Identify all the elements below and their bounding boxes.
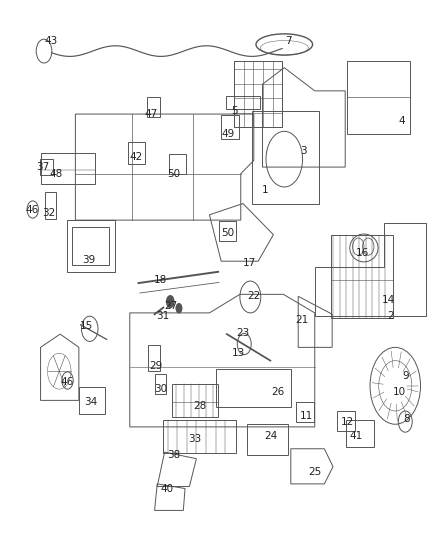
Text: 29: 29 <box>149 361 162 371</box>
Text: 1: 1 <box>261 185 268 195</box>
Text: 46: 46 <box>25 205 39 215</box>
Text: 11: 11 <box>300 410 313 421</box>
Text: 23: 23 <box>237 328 250 338</box>
Text: 17: 17 <box>243 258 256 268</box>
Text: 30: 30 <box>154 384 167 394</box>
Text: 15: 15 <box>80 321 93 331</box>
Text: 22: 22 <box>247 292 261 301</box>
Text: 40: 40 <box>160 483 173 494</box>
Text: 49: 49 <box>221 129 234 139</box>
Text: 4: 4 <box>399 116 405 126</box>
Text: 28: 28 <box>193 401 206 411</box>
Text: 41: 41 <box>350 431 363 440</box>
Text: 38: 38 <box>167 450 180 461</box>
Text: 25: 25 <box>308 467 321 477</box>
Text: 42: 42 <box>130 152 143 162</box>
Text: 31: 31 <box>156 311 169 321</box>
Text: 26: 26 <box>271 387 284 398</box>
Text: 47: 47 <box>145 109 158 119</box>
Text: 18: 18 <box>154 274 167 285</box>
Text: 12: 12 <box>341 417 354 427</box>
Text: 50: 50 <box>221 228 234 238</box>
Text: 27: 27 <box>165 301 178 311</box>
Text: 8: 8 <box>403 414 410 424</box>
Text: 50: 50 <box>167 169 180 179</box>
Text: 43: 43 <box>45 36 58 46</box>
Text: 37: 37 <box>36 162 49 172</box>
Text: 46: 46 <box>60 377 73 387</box>
Text: 21: 21 <box>295 314 308 325</box>
Text: 3: 3 <box>300 146 307 156</box>
Text: 16: 16 <box>356 248 369 259</box>
Text: 48: 48 <box>49 169 63 179</box>
Text: 33: 33 <box>188 434 201 444</box>
Text: 24: 24 <box>265 431 278 440</box>
Circle shape <box>166 295 175 308</box>
Text: 5: 5 <box>231 106 237 116</box>
Text: 2: 2 <box>388 311 394 321</box>
Text: 14: 14 <box>382 295 396 305</box>
Text: 7: 7 <box>285 36 292 46</box>
Text: 32: 32 <box>42 208 56 219</box>
Text: 34: 34 <box>84 398 97 407</box>
Text: 10: 10 <box>393 387 406 398</box>
Text: 13: 13 <box>232 348 245 358</box>
Text: 39: 39 <box>82 255 95 265</box>
Text: 9: 9 <box>403 371 410 381</box>
Circle shape <box>176 303 183 313</box>
